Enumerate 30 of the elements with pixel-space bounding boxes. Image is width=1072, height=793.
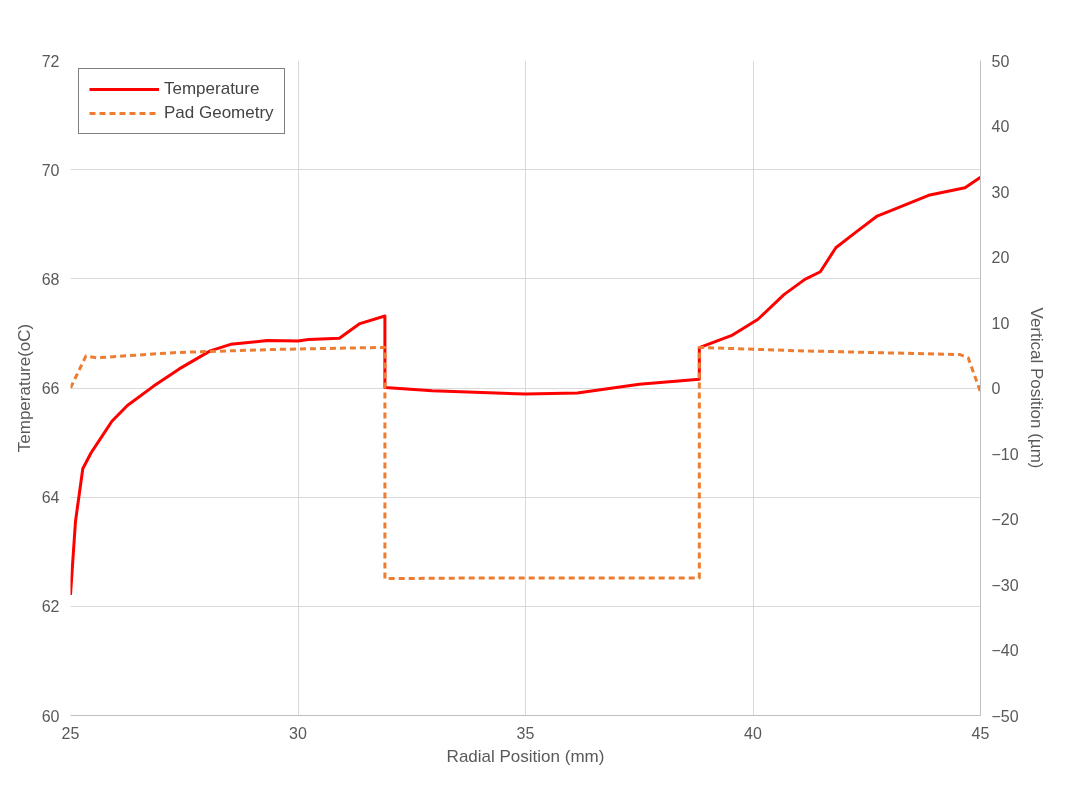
y2-tick-label: 30 (991, 183, 1010, 201)
y2-tick-label: −40 (991, 642, 1019, 659)
y2-tick-label: −30 (991, 576, 1019, 594)
y-tick-label: 64 (41, 489, 60, 507)
y2-tick-label: 10 (991, 314, 1010, 332)
y-tick-label: 70 (41, 161, 60, 179)
y2-tick-label: 0 (991, 380, 1001, 397)
x-tick-label: 40 (744, 724, 762, 742)
y2-tick-label: −20 (991, 511, 1019, 528)
y2-axis-title: Vertical Position (µm) (1026, 307, 1046, 469)
x-axis-title: Radial Position (mm) (446, 746, 605, 766)
y2-tick-label: −50 (991, 707, 1019, 725)
y-tick-label: 68 (41, 270, 60, 288)
x-tick-label: 35 (516, 724, 535, 742)
line-series (70, 345, 981, 581)
x-tick-label: 25 (61, 724, 80, 742)
y-axis-title: Temperature(oC) (14, 323, 34, 453)
y-tick-label: 72 (41, 52, 60, 70)
y2-tick-label: −10 (991, 445, 1019, 463)
y2-tick-label: 50 (991, 52, 1010, 70)
y2-tick-label: 40 (991, 118, 1010, 135)
y2-tick-label: 20 (991, 249, 1010, 266)
legend-label: Pad Geometry (164, 103, 274, 123)
x-tick-label: 30 (289, 724, 307, 742)
line-series (70, 175, 981, 597)
y-tick-label: 62 (41, 598, 60, 616)
legend-label: Temperature (164, 79, 260, 99)
y-tick-label: 60 (41, 707, 60, 725)
y-tick-label: 66 (41, 380, 60, 397)
x-tick-label: 45 (971, 724, 990, 742)
